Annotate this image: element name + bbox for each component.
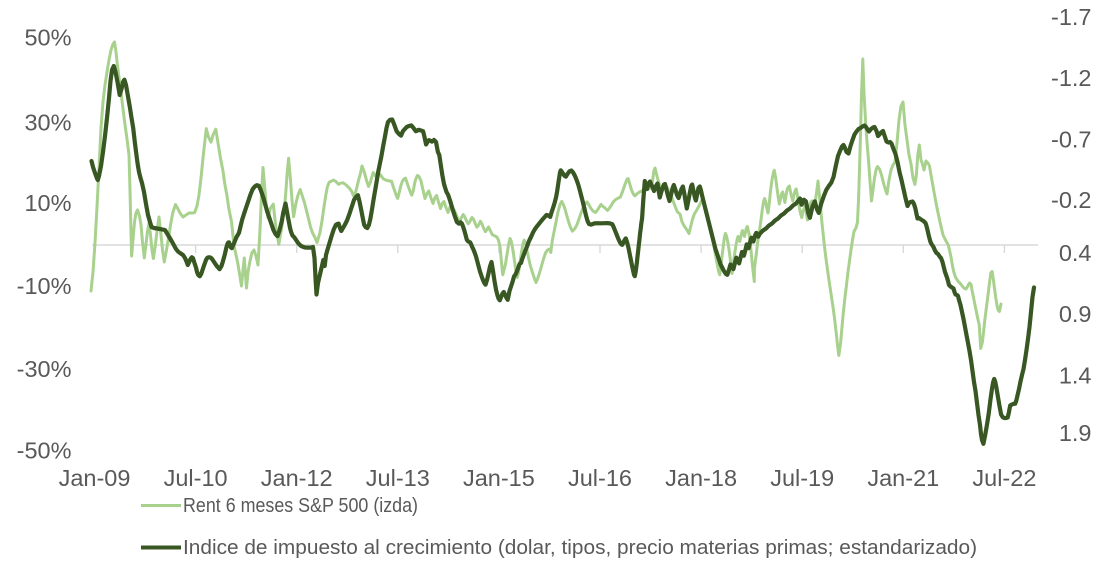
svg-text:1.4: 1.4 <box>1059 363 1092 389</box>
svg-text:-10%: -10% <box>17 273 72 299</box>
svg-text:30%: 30% <box>24 110 71 136</box>
svg-text:1.9: 1.9 <box>1059 420 1092 446</box>
svg-text:0.9: 0.9 <box>1059 301 1092 327</box>
svg-text:0.4: 0.4 <box>1059 240 1092 266</box>
svg-text:50%: 50% <box>24 25 71 51</box>
svg-text:-0.7: -0.7 <box>1051 127 1092 153</box>
svg-text:Jan-15: Jan-15 <box>463 465 535 491</box>
svg-text:Jan-18: Jan-18 <box>665 465 737 491</box>
svg-text:Jul-22: Jul-22 <box>972 465 1036 491</box>
svg-text:-50%: -50% <box>17 438 72 464</box>
svg-text:-30%: -30% <box>17 356 72 382</box>
svg-text:-1.2: -1.2 <box>1051 65 1092 91</box>
svg-text:Jan-21: Jan-21 <box>867 465 939 491</box>
svg-text:Jul-19: Jul-19 <box>770 465 834 491</box>
svg-text:Jan-12: Jan-12 <box>261 465 333 491</box>
svg-text:Jul-10: Jul-10 <box>164 465 228 491</box>
svg-text:Indice de impuesto al crecimie: Indice de impuesto al crecimiento (dolar… <box>183 537 977 559</box>
svg-text:Rent 6 meses S&P 500 (izda): Rent 6 meses S&P 500 (izda) <box>183 495 418 517</box>
svg-text:-0.2: -0.2 <box>1051 187 1092 213</box>
svg-text:10%: 10% <box>24 190 71 216</box>
svg-text:Jan-09: Jan-09 <box>59 465 131 491</box>
svg-text:-1.7: -1.7 <box>1051 4 1092 30</box>
svg-text:Jul-16: Jul-16 <box>568 465 632 491</box>
svg-text:Jul-13: Jul-13 <box>366 465 430 491</box>
